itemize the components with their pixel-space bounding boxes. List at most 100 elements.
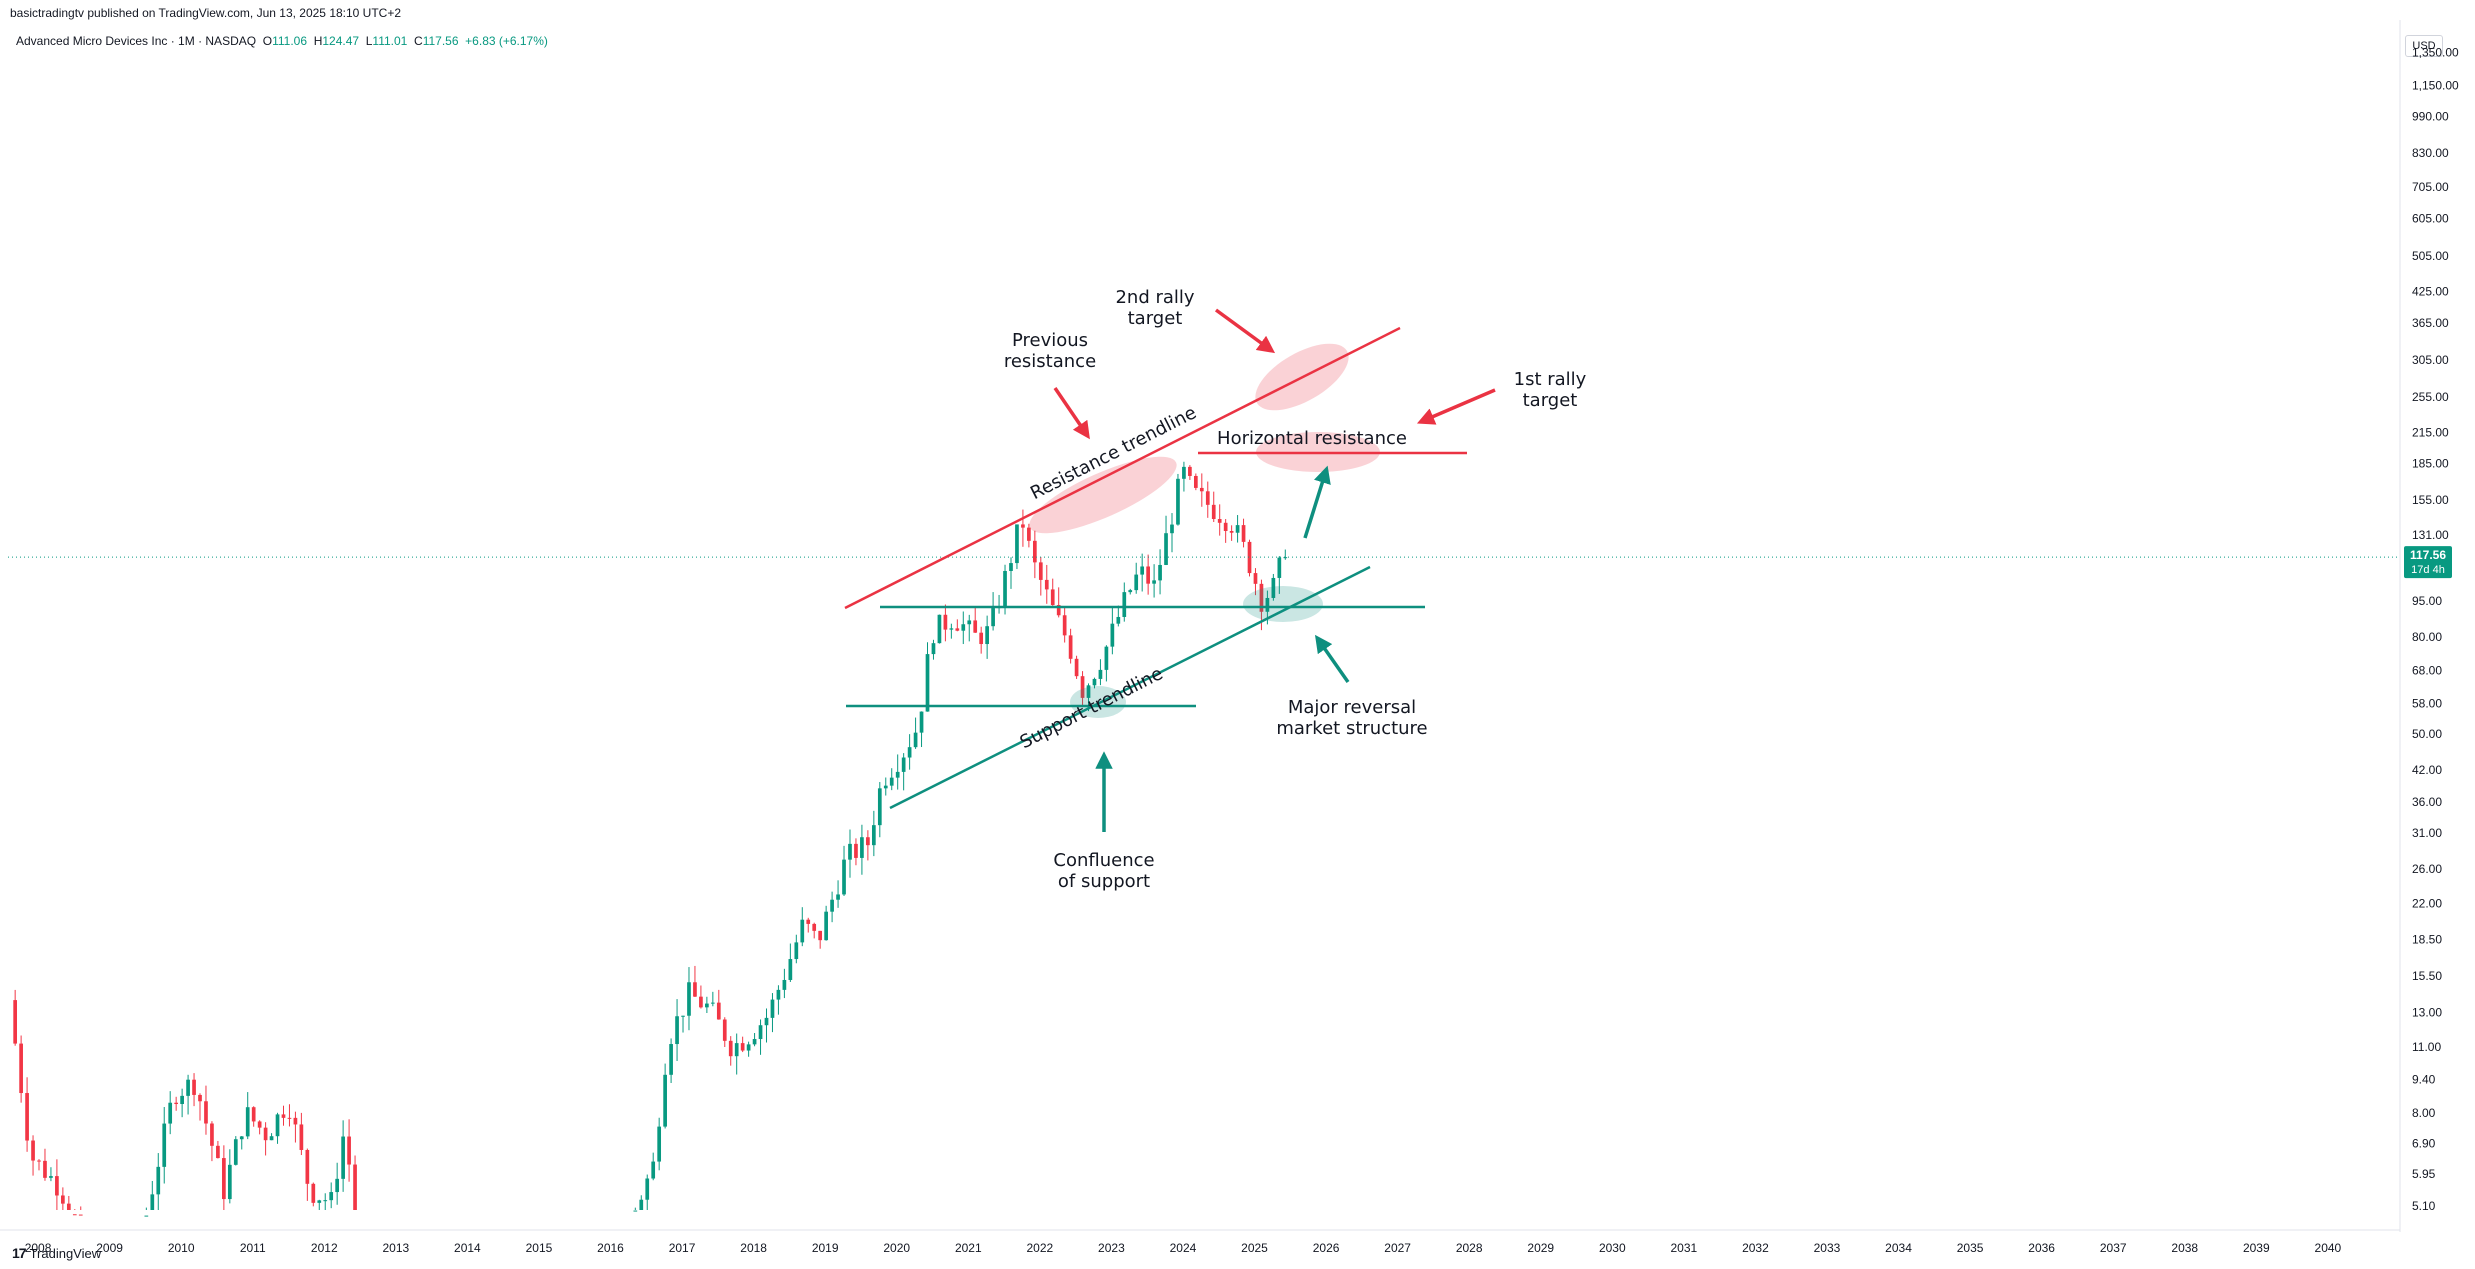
reversal-arrow (1314, 634, 1350, 684)
candle-down (37, 1160, 41, 1162)
candle-up (245, 1107, 250, 1137)
candle-up (639, 1199, 644, 1210)
price-tick-label: 255.00 (2412, 390, 2449, 404)
candle-down (1050, 589, 1055, 606)
candle-down (1027, 527, 1031, 541)
candle-up (1235, 525, 1240, 533)
candle-up (1098, 669, 1103, 679)
first-target-arrow (1416, 388, 1496, 425)
second-rally-target-label: 2nd rally target (1115, 287, 1194, 329)
time-tick-label: 2025 (1241, 1241, 1268, 1255)
candle-up (907, 747, 912, 758)
candle-down (347, 1136, 351, 1165)
candle-down (66, 1203, 71, 1210)
candle-up (1015, 524, 1019, 564)
candle-up (901, 757, 906, 772)
candle-up (1003, 570, 1007, 608)
candle-up (144, 1215, 149, 1217)
candle-up (734, 1043, 739, 1057)
time-tick-label: 2019 (812, 1241, 839, 1255)
candle-up (830, 899, 834, 912)
price-tick-label: 22.00 (2412, 897, 2442, 911)
candle-up (180, 1095, 184, 1105)
candle-down (251, 1107, 256, 1122)
price-tick-label: 990.00 (2412, 110, 2449, 124)
price-tick-label: 5.10 (2412, 1199, 2436, 1213)
price-tick-label: 605.00 (2412, 211, 2449, 225)
confluence-of-support-label: Confluence of support (1053, 850, 1154, 892)
close-value: 117.56 (422, 34, 459, 48)
candle-up (162, 1123, 167, 1167)
candle-down (1074, 658, 1079, 677)
price-tick-label: 13.00 (2412, 1005, 2442, 1019)
symbol-name: Advanced Micro Devices Inc · 1M · NASDAQ (16, 34, 257, 48)
candle-up (150, 1194, 155, 1210)
candle-down (812, 923, 817, 931)
major-reversal-label: Major reversal market structure (1276, 697, 1427, 739)
candle-down (192, 1079, 196, 1095)
candle-down (955, 628, 960, 631)
candle-down (19, 1043, 23, 1094)
drawings: Resistance trendline Horizontal resistanc… (8, 287, 2398, 892)
open-value: 111.06 (272, 34, 308, 48)
candle-down (210, 1123, 214, 1146)
candle-down (1021, 524, 1025, 528)
time-tick-label: 2028 (1456, 1241, 1483, 1255)
candle-up (883, 785, 888, 789)
candle-up (1134, 574, 1139, 591)
price-tick-label: 6.90 (2412, 1136, 2436, 1150)
price-tick-label: 215.00 (2412, 425, 2449, 439)
time-tick-label: 2034 (1885, 1241, 1912, 1255)
time-tick-label: 2022 (1026, 1241, 1053, 1255)
price-tick-label: 705.00 (2412, 180, 2449, 194)
time-tick-label: 2035 (1957, 1241, 1984, 1255)
candle-down (1062, 615, 1067, 636)
candle-up (895, 771, 900, 778)
candle-up (1271, 577, 1276, 598)
candle-up (1104, 646, 1109, 670)
candle-down (693, 982, 697, 997)
change-value: +6.83 (+6.17%) (465, 34, 548, 48)
candle-up (991, 608, 995, 627)
time-axis[interactable]: 2008 2009 2010 2011 2012 2013 2014 2015 2016 2017… (0, 1229, 2400, 1255)
candle-down (1038, 562, 1043, 580)
candle-up (1110, 623, 1115, 647)
candle-down (979, 632, 984, 645)
time-tick-label: 2040 (2315, 1241, 2342, 1255)
candle-up (871, 825, 876, 846)
price-tick-label: 5.95 (2412, 1167, 2436, 1181)
candle-up (645, 1178, 650, 1200)
price-tick-label: 365.00 (2412, 316, 2449, 330)
candle-up (919, 711, 924, 733)
high-value: 124.47 (322, 34, 360, 48)
price-tick-label: 505.00 (2412, 249, 2449, 263)
candle-down (72, 1214, 77, 1216)
previous-resistance-label: Previous resistance (1004, 330, 1096, 372)
candle-down (1193, 475, 1198, 488)
price-axis[interactable]: 1,350.00 1,150.00 990.00 830.00 705.00 605.00… (2399, 20, 2459, 1232)
currency-button[interactable]: USD (2405, 35, 2443, 57)
candle-up (1158, 564, 1162, 581)
candle-down (1211, 504, 1216, 520)
time-tick-label: 2011 (240, 1241, 266, 1255)
candle-up (1122, 592, 1127, 617)
price-tick-label: 50.00 (2412, 727, 2442, 741)
rally-arrow (1303, 465, 1331, 539)
candle-down (13, 1000, 18, 1044)
time-tick-label: 2008 (25, 1241, 52, 1255)
candle-down (305, 1149, 310, 1184)
time-tick-label: 2016 (597, 1241, 624, 1255)
candle-up (848, 843, 852, 860)
candle-up (1086, 685, 1091, 698)
candle-down (806, 919, 811, 924)
price-tick-label: 8.00 (2412, 1106, 2436, 1120)
candle-down (1032, 540, 1037, 563)
candle-up (705, 1003, 709, 1008)
candle-up (675, 1016, 679, 1045)
candle-up (985, 626, 989, 645)
candle-down (1259, 583, 1264, 612)
price-tick-label: 131.00 (2412, 528, 2449, 542)
candle-up (1092, 678, 1097, 686)
time-tick-label: 2033 (1814, 1241, 1841, 1255)
